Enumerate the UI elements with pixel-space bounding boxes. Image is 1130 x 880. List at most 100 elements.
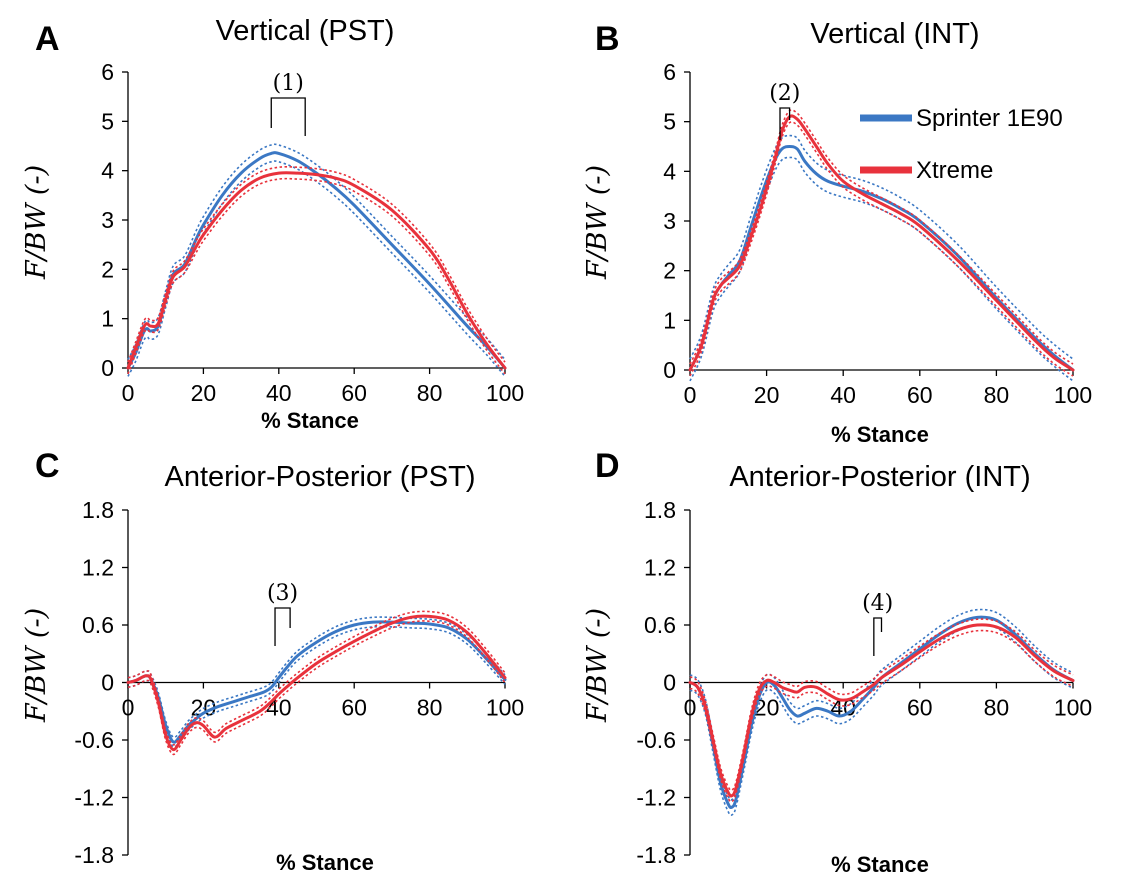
sd-band-upper xyxy=(127,616,506,739)
sd-band-lower xyxy=(689,624,1074,817)
y-tick-label: 4 xyxy=(663,158,676,184)
legend: Sprinter 1E90 Xtreme xyxy=(860,105,1063,184)
significance-label: (1) xyxy=(273,71,304,96)
x-tick-label: 100 xyxy=(486,380,524,406)
y-tick-label: 4 xyxy=(101,158,114,184)
mean-line xyxy=(688,145,1075,372)
x-tick-label: 60 xyxy=(907,695,933,721)
y-tick-label: -0.6 xyxy=(636,727,676,753)
sd-band-upper xyxy=(689,134,1074,360)
significance-bracket xyxy=(779,107,791,140)
y-tick-label: 1 xyxy=(663,307,676,333)
x-tick-label: 60 xyxy=(341,695,367,721)
x-tick-label: 0 xyxy=(122,380,135,406)
series-xtreme xyxy=(126,165,507,375)
sd-band-lower xyxy=(127,177,506,375)
x-axis-label: % Stance xyxy=(261,408,359,433)
x-tick-label: 100 xyxy=(486,695,524,721)
x-tick-label: 0 xyxy=(684,695,697,721)
x-tick-label: 20 xyxy=(191,380,217,406)
mean-line xyxy=(688,114,1075,372)
significance-label: (4) xyxy=(862,591,893,616)
significance-bracket xyxy=(274,607,291,646)
sd-band-lower xyxy=(689,156,1074,382)
y-axis-label: F/BW (-) xyxy=(582,608,613,723)
y-tick-label: 3 xyxy=(101,207,114,233)
x-tick-label: 40 xyxy=(266,380,292,406)
significance-label: (3) xyxy=(267,581,298,606)
significance-bracket xyxy=(270,97,306,136)
panel-letter: B xyxy=(595,20,620,58)
sd-band-upper xyxy=(127,143,506,361)
x-tick-label: 80 xyxy=(984,382,1010,408)
panel-letter: D xyxy=(595,447,620,485)
y-tick-label: 1.2 xyxy=(82,555,114,581)
x-tick-label: 60 xyxy=(907,382,933,408)
sd-band-upper xyxy=(127,165,506,363)
panel-title: Anterior-Posterior (PST) xyxy=(164,461,475,493)
series-sprinter-1e90 xyxy=(126,143,507,377)
y-tick-label: -1.8 xyxy=(74,842,114,868)
y-tick-label: -1.2 xyxy=(636,785,676,811)
x-tick-label: 80 xyxy=(984,695,1010,721)
panel-title: Anterior-Posterior (INT) xyxy=(729,461,1030,493)
y-tick-label: 0 xyxy=(663,670,676,696)
legend-label: Sprinter 1E90 xyxy=(916,105,1063,132)
y-tick-label: -1.8 xyxy=(636,842,676,868)
y-tick-label: 1 xyxy=(101,306,114,332)
mean-line xyxy=(126,151,507,370)
y-axis-label: F/BW (-) xyxy=(21,165,52,280)
x-axis-label: % Stance xyxy=(831,852,929,877)
x-axis-label: % Stance xyxy=(276,850,374,875)
y-tick-label: 0.6 xyxy=(82,612,114,638)
x-tick-label: 80 xyxy=(417,695,443,721)
x-tick-label: 0 xyxy=(122,695,135,721)
y-tick-label: 0 xyxy=(101,670,114,696)
x-tick-label: 100 xyxy=(1054,382,1092,408)
legend-label: Xtreme xyxy=(916,157,993,184)
x-tick-label: 100 xyxy=(1054,695,1092,721)
panel-letter: C xyxy=(35,447,60,485)
y-tick-label: 0 xyxy=(663,357,676,383)
mean-line xyxy=(688,615,1075,810)
y-tick-label: 1.8 xyxy=(82,497,114,523)
y-tick-label: -0.6 xyxy=(74,727,114,753)
series-sprinter-1e90 xyxy=(688,608,1075,817)
x-tick-label: 60 xyxy=(341,380,367,406)
x-tick-label: 20 xyxy=(754,382,780,408)
y-axis-label: F/BW (-) xyxy=(582,165,613,280)
significance-label: (2) xyxy=(769,81,800,106)
series-xtreme xyxy=(688,109,1075,377)
sd-band-lower xyxy=(127,160,506,377)
sd-band-lower xyxy=(689,629,1074,803)
panel-title: Vertical (PST) xyxy=(216,15,395,47)
y-tick-label: 2 xyxy=(101,256,114,282)
y-tick-label: 2 xyxy=(663,258,676,284)
y-tick-label: 6 xyxy=(101,59,114,85)
series-sprinter-1e90 xyxy=(688,134,1075,382)
mean-line xyxy=(126,171,507,370)
y-tick-label: 0.6 xyxy=(644,612,676,638)
sd-band-lower xyxy=(689,121,1074,377)
y-tick-label: 5 xyxy=(663,109,676,135)
sd-band-upper xyxy=(689,109,1074,365)
x-tick-label: 0 xyxy=(684,382,697,408)
y-axis-label: F/BW (-) xyxy=(21,608,52,723)
y-tick-label: -1.2 xyxy=(74,785,114,811)
y-tick-label: 1.8 xyxy=(644,497,676,523)
series-xtreme xyxy=(688,618,1075,803)
panel-c: C Anterior-Posterior (PST) -1.8 -1.2 -0.6 0 0.… xyxy=(21,447,524,875)
y-tick-label: 5 xyxy=(101,108,114,134)
sd-band-upper xyxy=(689,608,1074,801)
sd-band-upper xyxy=(689,618,1074,792)
x-tick-label: 80 xyxy=(417,380,443,406)
y-tick-label: 1.2 xyxy=(644,555,676,581)
panel-letter: A xyxy=(35,20,60,58)
y-tick-label: 3 xyxy=(663,208,676,234)
x-axis-label: % Stance xyxy=(831,422,929,447)
x-tick-label: 40 xyxy=(830,382,856,408)
mean-line xyxy=(688,623,1075,798)
